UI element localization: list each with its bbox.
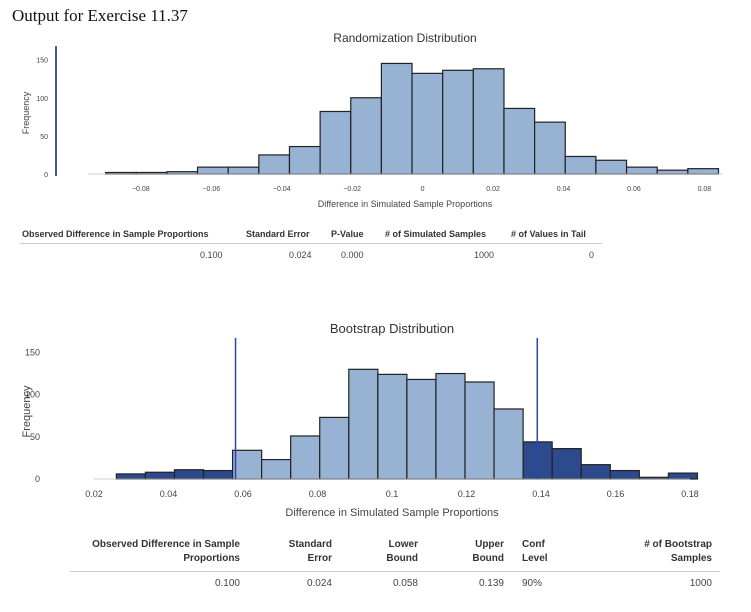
- c2-y-tick-label: 150: [25, 347, 40, 357]
- t2-header-bootstrap-samples: # of Bootstrap Samples: [590, 538, 712, 566]
- t2-header-bootstrap-samples-line1: # of Bootstrap: [644, 539, 712, 550]
- t1-header-observed-difference: Observed Difference in Sample Proportion…: [22, 229, 209, 239]
- c2-histogram-bar: [348, 368, 379, 480]
- t2-header-conf-level-line2: Level: [522, 553, 548, 564]
- c2-x-tick-label: 0.14: [532, 489, 550, 499]
- t1-value-standard-error: 0.024: [289, 250, 312, 260]
- c1-y-axis-label: Frequency: [21, 91, 31, 134]
- c2-y-axis-label: Frequency: [21, 385, 33, 437]
- t2-header-lower-bound-line2: Bound: [386, 553, 418, 564]
- t2-value-upper-bound: 0.139: [478, 578, 504, 589]
- t2-header-bootstrap-samples-line2: Samples: [670, 553, 712, 564]
- c1-histogram-bar: [319, 110, 352, 175]
- t2-header-standard-error-line2: Error: [307, 553, 332, 564]
- t2-header-observed-difference-line1: Observed Difference in Sample: [92, 539, 240, 550]
- c2-x-tick-label: 0.02: [85, 489, 103, 499]
- c1-x-tick-label: 0.08: [698, 186, 712, 193]
- c1-y-tick-label: 100: [36, 96, 48, 103]
- t2-header-upper-bound: Upper Bound: [450, 538, 504, 566]
- t2-header-standard-error-line1: Standard: [288, 539, 332, 550]
- c2-x-tick-label: 0.08: [309, 489, 327, 499]
- t2-value-lower-bound: 0.058: [392, 578, 418, 589]
- c2-histogram-bar: [319, 416, 350, 480]
- c1-y-tick-label: 150: [36, 58, 48, 65]
- c1-x-axis-label: Difference in Simulated Sample Proportio…: [318, 199, 493, 209]
- c1-y-tick-label: 0: [44, 172, 48, 179]
- c2-x-tick-label: 0.18: [681, 489, 699, 499]
- c2-x-tick-label: 0.04: [160, 489, 178, 499]
- c2-y-tick-label: 0: [35, 474, 40, 484]
- c1-histogram-bar: [503, 107, 536, 175]
- t2-header-conf-level-line1: Conf: [522, 539, 545, 550]
- c2-x-tick-label: 0.16: [607, 489, 625, 499]
- c2-chart-title: Bootstrap Distribution: [330, 321, 454, 336]
- t1-header-standard-error: Standard Error: [246, 229, 310, 239]
- c1-y-tick-label: 50: [40, 134, 48, 141]
- c2-histogram-bar: [377, 373, 408, 480]
- c2-x-tick-label: 0.06: [234, 489, 252, 499]
- c1-chart-title: Randomization Distribution: [333, 31, 476, 45]
- page-heading: Output for Exercise 11.37: [12, 6, 188, 25]
- t1-value-p-value: 0.000: [341, 250, 364, 260]
- t2-divider: [70, 571, 720, 572]
- c2-y-tick-label: 50: [30, 432, 40, 442]
- c1-histogram-bar: [380, 62, 413, 175]
- c2-y-tick-label: 100: [25, 390, 40, 400]
- t1-header-simulated-samples: # of Simulated Samples: [385, 229, 487, 239]
- t1-value-observed-difference: 0.100: [200, 250, 223, 260]
- t2-header-standard-error: Standard Error: [262, 538, 332, 566]
- t2-value-observed-difference: 0.100: [214, 578, 240, 589]
- c1-x-tick-label: 0.06: [627, 186, 641, 193]
- t2-header-conf-level: Conf Level: [522, 538, 562, 566]
- t2-header-observed-difference-line2: Proportions: [183, 553, 240, 564]
- c1-x-tick-label: −0.06: [202, 186, 220, 193]
- t1-value-simulated-samples: 1000: [474, 250, 495, 260]
- t2-header-upper-bound-line2: Bound: [472, 553, 504, 564]
- t1-value-values-in-tail: 0: [589, 250, 595, 260]
- t2-header-upper-bound-line1: Upper: [475, 539, 504, 550]
- t1-divider: [20, 243, 602, 244]
- c2-x-axis-label: Difference in Simulated Sample Proportio…: [285, 507, 499, 519]
- c1-histogram-bar: [442, 69, 474, 175]
- t1-header-p-value: P-Value: [331, 229, 364, 239]
- c2-x-tick-label: 0.1: [386, 489, 399, 499]
- t2-header-lower-bound-line1: Lower: [388, 539, 418, 550]
- t2-value-conf-level: 90%: [522, 578, 543, 589]
- c1-x-tick-label: −0.08: [132, 186, 150, 193]
- t1-header-values-in-tail: # of Values in Tail: [511, 229, 586, 239]
- c2-histogram-bar: [231, 449, 263, 480]
- c1-x-tick-label: −0.02: [343, 186, 361, 193]
- c1-x-tick-label: 0.04: [557, 186, 571, 193]
- c2-x-tick-label: 0.12: [458, 489, 476, 499]
- t2-value-bootstrap-samples: 1000: [689, 578, 712, 589]
- t2-header-observed-difference: Observed Difference in Sample Proportion…: [60, 538, 240, 566]
- c1-x-tick-label: 0.02: [486, 186, 500, 193]
- t2-header-lower-bound: Lower Bound: [360, 538, 418, 566]
- t2-value-standard-error: 0.024: [306, 578, 332, 589]
- c1-x-tick-label: −0.04: [273, 186, 291, 193]
- c2-histogram-bar: [406, 378, 437, 480]
- c1-x-tick-label: 0: [421, 186, 425, 193]
